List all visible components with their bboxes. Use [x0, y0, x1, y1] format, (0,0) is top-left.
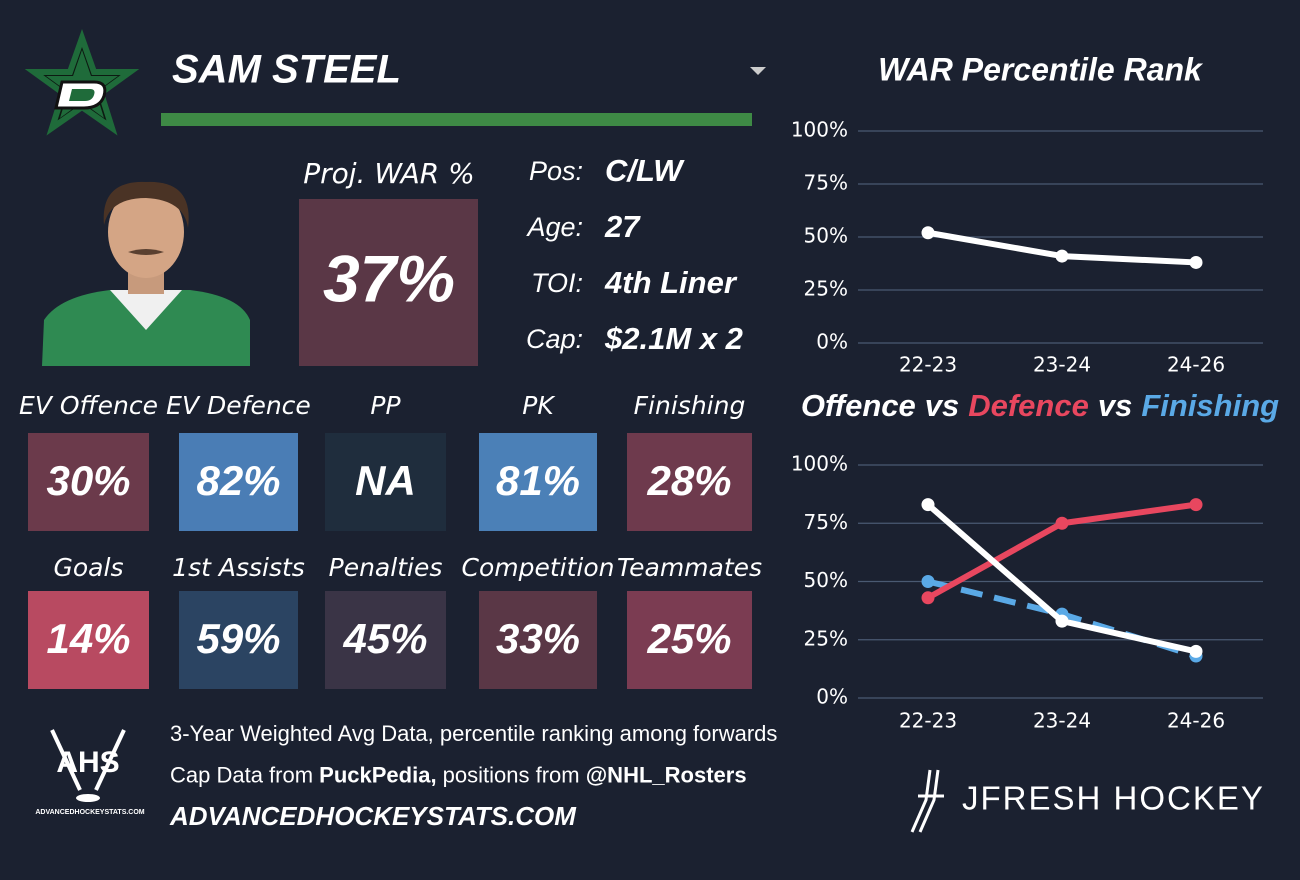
y-tick-label: 25% [804, 626, 848, 650]
footer-text: positions from [437, 762, 586, 787]
point [1055, 249, 1069, 263]
tile-value: 45% [342, 615, 427, 662]
tile-box [179, 433, 298, 531]
y-tick-label: 100% [791, 118, 848, 142]
title-part: vs [1098, 388, 1132, 423]
title-part: vs [925, 388, 959, 423]
point [921, 591, 935, 605]
ahs-logo-text: AHS [56, 746, 119, 779]
x-tick-label: 22-23 [899, 353, 957, 377]
footer-line: ADVANCEDHOCKEYSTATS.COM [169, 801, 577, 831]
tile-label: 1st Assists [172, 553, 305, 582]
field-value: 27 [604, 209, 641, 244]
brand-name: JFRESH HOCKEY [962, 780, 1265, 817]
tile-label: Finishing [634, 391, 746, 420]
tile-box [28, 591, 149, 689]
tile-box [325, 433, 446, 531]
proj-war-value: 37% [323, 241, 455, 315]
field-label: Age: [525, 212, 583, 242]
tile-box [479, 591, 597, 689]
player-photo [42, 181, 250, 366]
y-tick-label: 50% [804, 568, 848, 592]
footer-line: 3-Year Weighted Avg Data, percentile ran… [170, 721, 777, 746]
y-tick-label: 25% [804, 277, 848, 301]
tile-label: Competition [462, 553, 615, 582]
brand-icon [910, 769, 944, 833]
y-tick-label: 0% [816, 330, 848, 354]
name-bar [161, 113, 752, 126]
y-tick-label: 100% [791, 452, 848, 476]
tile-label: PK [522, 391, 556, 420]
tile-box [479, 433, 597, 531]
tile-box [179, 591, 298, 689]
field-value: C/LW [605, 153, 685, 188]
tile-value: 33% [496, 615, 580, 662]
tile-value: 81% [496, 457, 580, 504]
tile-value: 30% [46, 457, 130, 504]
tile-box [627, 433, 752, 531]
dropdown-arrow[interactable] [750, 67, 766, 75]
team-logo [24, 28, 140, 136]
tile-label: EV Defence [166, 391, 311, 420]
proj-war-box [299, 199, 478, 366]
y-tick-label: 50% [804, 224, 848, 248]
tile-box [28, 433, 149, 531]
y-tick-label: 0% [816, 685, 848, 709]
player-name: SAM STEEL [172, 48, 401, 92]
footer-text: Cap Data from [170, 762, 319, 787]
tile-value: NA [355, 457, 416, 504]
point [1189, 498, 1203, 512]
title-part: Defence [968, 388, 1089, 423]
footer-text: ADVANCEDHOCKEYSTATS.COM [169, 801, 577, 831]
footer-text: @NHL_Rosters [586, 762, 747, 787]
tile-box [627, 591, 752, 689]
tile-value: 25% [646, 615, 731, 662]
point [921, 226, 935, 240]
footer-text: PuckPedia, [319, 762, 436, 787]
field-label: Cap: [526, 324, 583, 354]
tile-label: Teammates [617, 553, 762, 582]
point [1189, 255, 1203, 269]
tile-value: 59% [196, 615, 280, 662]
tile-label: Penalties [329, 553, 443, 582]
tile-box [325, 591, 446, 689]
field-label: TOI: [531, 268, 583, 298]
chart-title: WAR Percentile Rank [878, 51, 1204, 87]
tile-value: 14% [46, 615, 130, 662]
x-tick-label: 24-26 [1167, 353, 1225, 377]
y-tick-label: 75% [804, 510, 848, 534]
ahs-logo [50, 729, 126, 802]
y-tick-label: 75% [804, 171, 848, 195]
point [1189, 644, 1203, 658]
x-tick-label: 22-23 [899, 709, 957, 733]
point [1055, 516, 1069, 530]
title-part: Finishing [1141, 388, 1279, 423]
proj-war-label: Proj. WAR % [303, 157, 475, 190]
tile-value: 28% [646, 457, 731, 504]
point [921, 498, 935, 512]
tile-label: PP [370, 391, 401, 420]
tile-value: 82% [196, 457, 280, 504]
title-part: Offence [801, 388, 916, 423]
point [921, 575, 935, 588]
ahs-logo-url: ADVANCEDHOCKEYSTATS.COM [35, 809, 144, 816]
x-tick-label: 23-24 [1033, 709, 1091, 733]
point [1055, 614, 1069, 628]
field-value: $2.1M x 2 [604, 321, 743, 356]
footer-line: Cap Data from PuckPedia, positions from … [170, 762, 747, 787]
field-label: Pos: [529, 156, 583, 186]
tile-label: Goals [54, 553, 124, 582]
footer-text: 3-Year Weighted Avg Data, percentile ran… [170, 721, 777, 746]
tile-label: EV Offence [19, 391, 158, 420]
x-tick-label: 23-24 [1033, 353, 1091, 377]
x-tick-label: 24-26 [1167, 709, 1225, 733]
chart-title: Offence vs Defence vs Finishing [801, 388, 1279, 423]
field-value: 4th Liner [604, 265, 738, 300]
